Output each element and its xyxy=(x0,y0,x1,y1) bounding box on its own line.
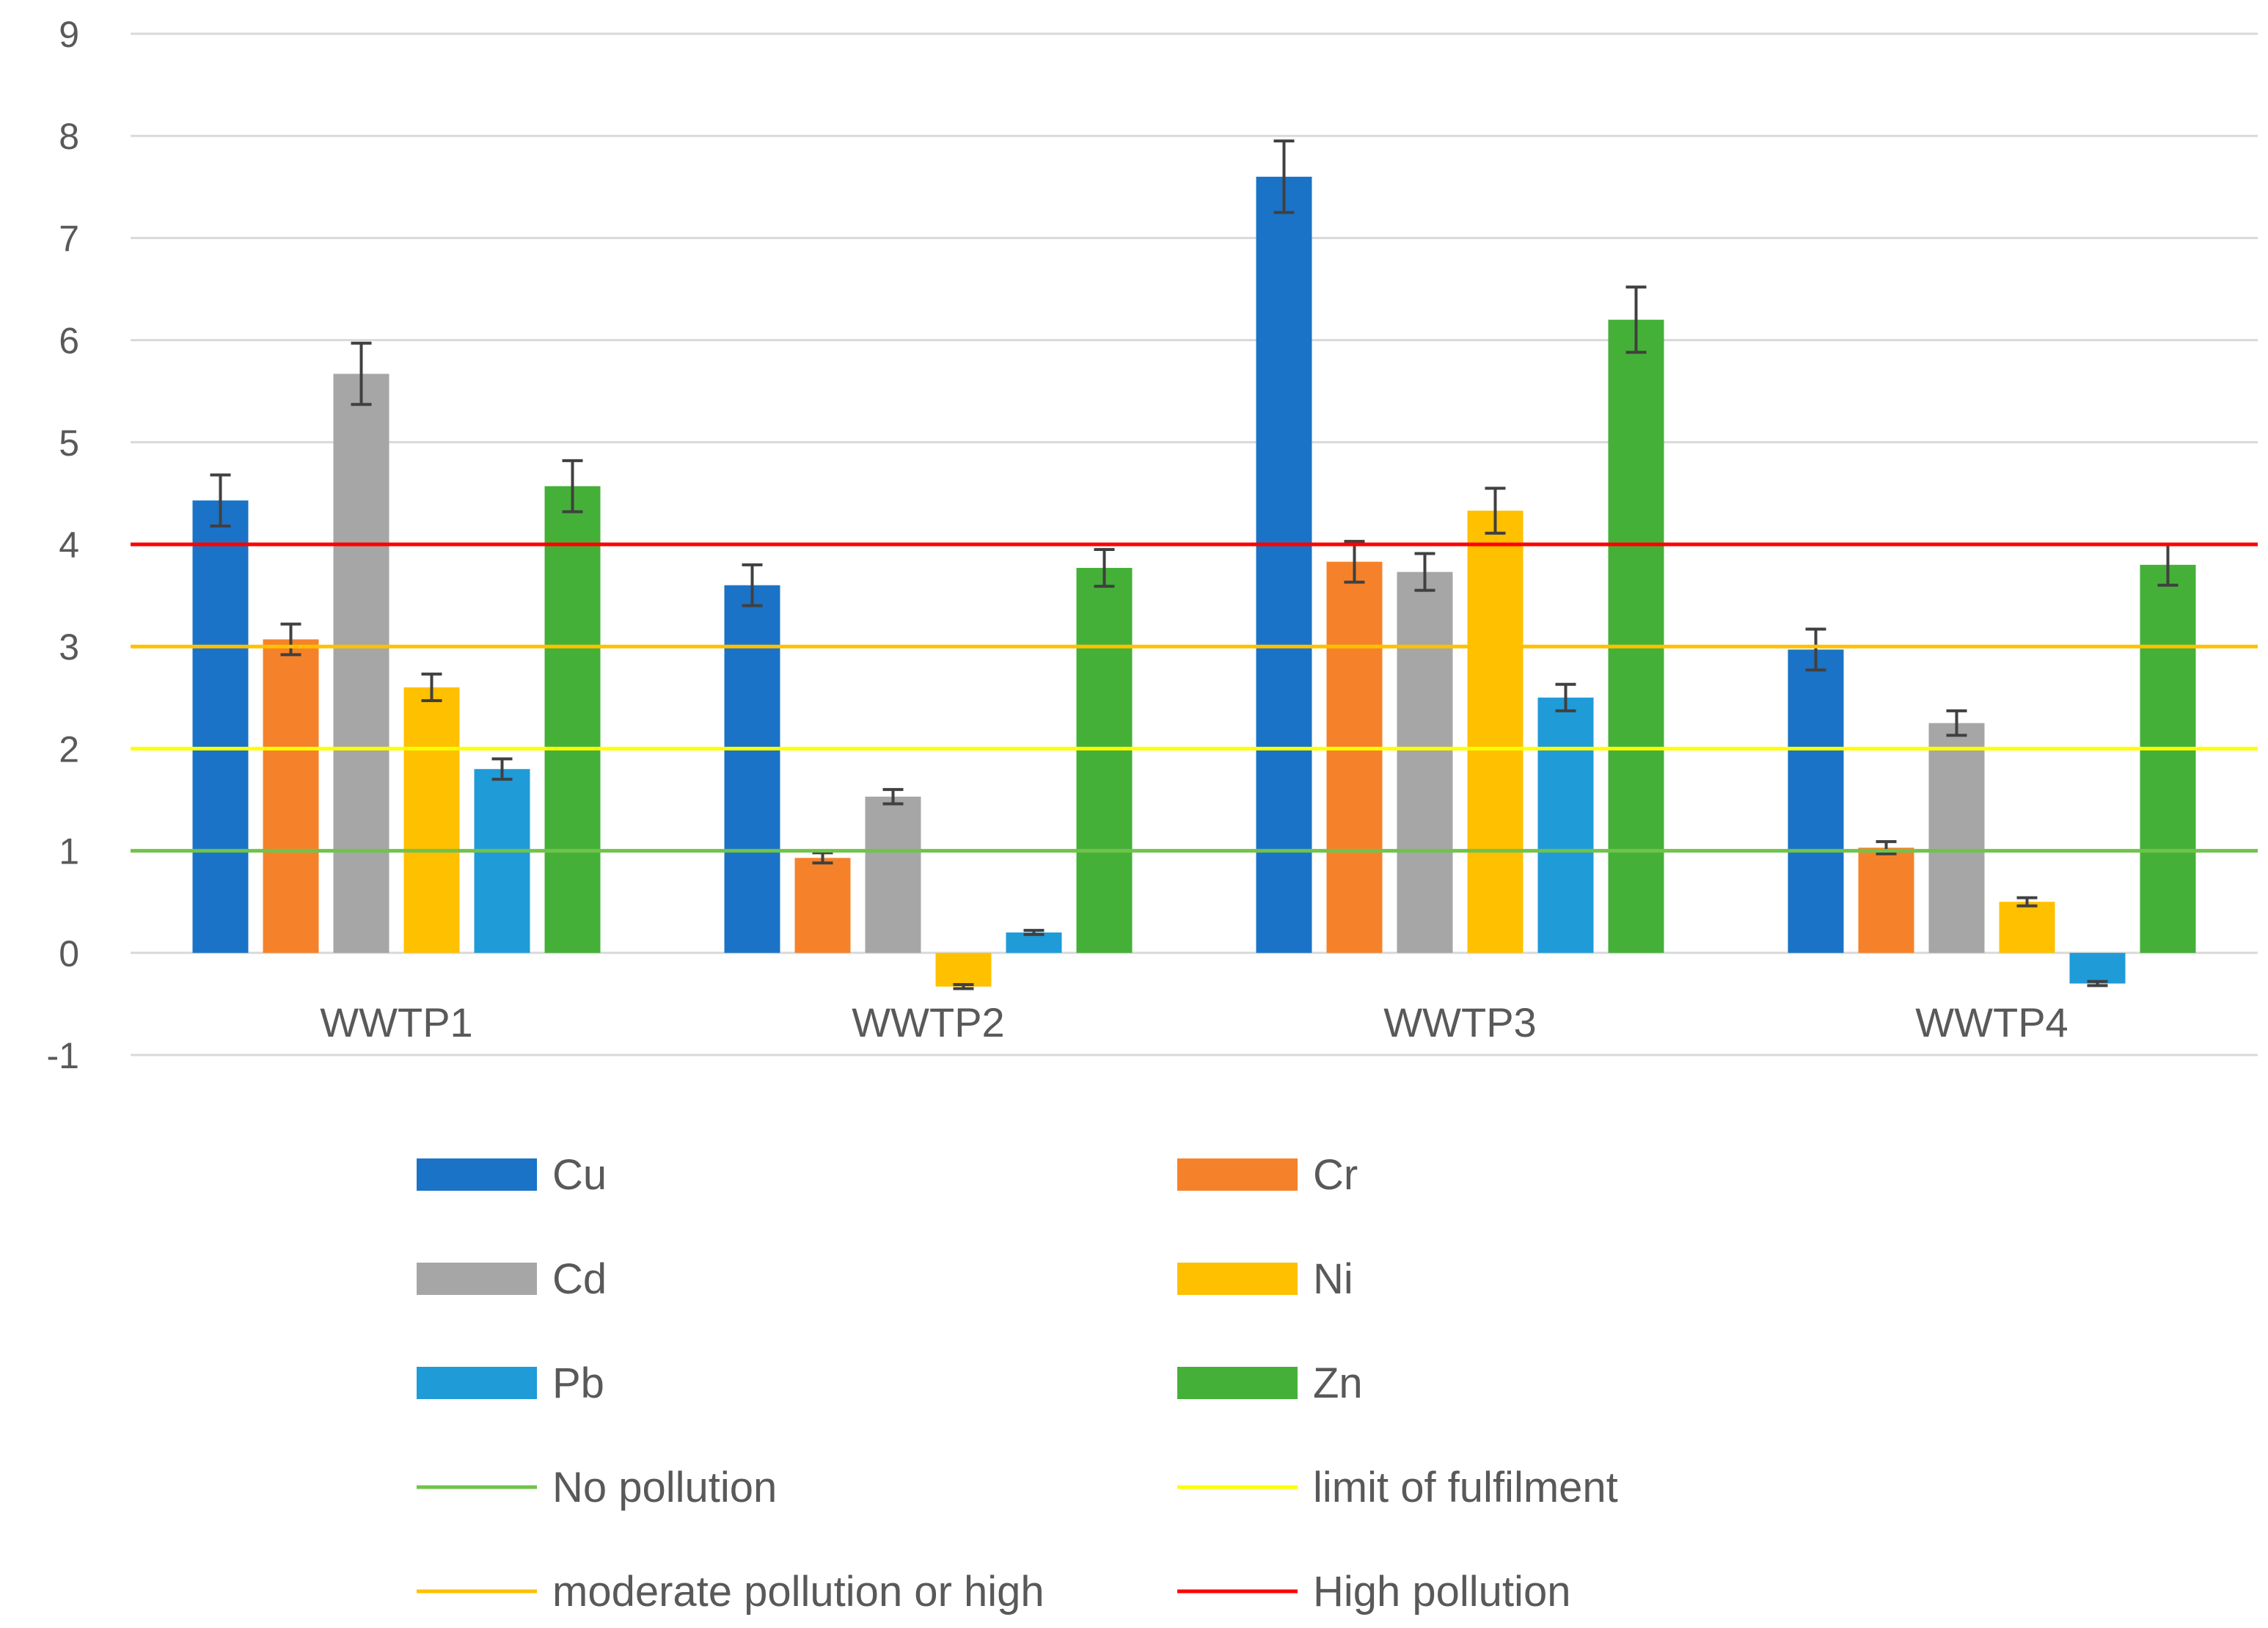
legend-label: Cr xyxy=(1313,1151,1358,1199)
y-tick-label: 0 xyxy=(59,933,79,974)
error-bar-cr-wwtp3 xyxy=(1344,539,1365,584)
legend-label: moderate pollution or high xyxy=(552,1568,1045,1616)
bar-cu-wwtp4 xyxy=(1788,649,1844,953)
legend-label: Zn xyxy=(1313,1359,1363,1407)
reference-lines xyxy=(131,542,2258,853)
bars xyxy=(192,176,2196,987)
y-tick-label: -1 xyxy=(47,1035,79,1076)
x-category-label: WWTP3 xyxy=(1383,999,1536,1045)
error-bar-pb-wwtp1 xyxy=(491,757,513,781)
y-tick-label: 4 xyxy=(59,525,79,566)
y-tick-label: 9 xyxy=(59,14,79,55)
legend-label: Cu xyxy=(552,1151,607,1199)
legend-item-cr: Cr xyxy=(1177,1151,1358,1199)
bar-cr-wwtp3 xyxy=(1326,561,1383,953)
error-bar-ni-wwtp1 xyxy=(421,672,442,702)
bar-ni-wwtp4 xyxy=(1999,902,2055,953)
bar-cu-wwtp1 xyxy=(192,500,249,953)
bar-pb-wwtp1 xyxy=(474,769,530,953)
bar-cr-wwtp2 xyxy=(794,858,851,953)
bar-ni-wwtp3 xyxy=(1467,511,1523,953)
bar-zn-wwtp1 xyxy=(544,486,601,953)
bar-cd-wwtp4 xyxy=(1928,723,1985,953)
y-tick-label: 8 xyxy=(59,116,79,157)
bar-cu-wwtp3 xyxy=(1256,176,1312,953)
error-bars xyxy=(210,139,2179,990)
x-axis-categories: WWTP1 WWTP2 WWTP3 WWTP4 xyxy=(320,999,2068,1045)
error-bar-cd-wwtp3 xyxy=(1414,552,1435,592)
y-tick-label: 7 xyxy=(59,218,79,259)
bar-cd-wwtp3 xyxy=(1397,572,1453,953)
error-bar-cd-wwtp4 xyxy=(1946,709,1967,737)
error-bar-cu-wwtp1 xyxy=(210,473,231,528)
error-bar-pb-wwtp4 xyxy=(2087,979,2108,988)
error-bar-ni-wwtp2 xyxy=(953,982,974,990)
bar-cd-wwtp2 xyxy=(865,796,921,953)
bar-ni-wwtp1 xyxy=(403,687,460,953)
y-tick-label: 1 xyxy=(59,831,79,872)
error-bar-ni-wwtp3 xyxy=(1485,486,1506,535)
legend-item-pb: Pb xyxy=(417,1359,604,1407)
legend-swatch xyxy=(1177,1367,1298,1399)
legend-item-cd: Cd xyxy=(417,1255,607,1303)
y-tick-label: 2 xyxy=(59,729,79,770)
error-bar-pb-wwtp3 xyxy=(1555,682,1576,712)
legend-label: High pollution xyxy=(1313,1568,1570,1616)
legend-swatch xyxy=(1177,1158,1298,1191)
bar-zn-wwtp2 xyxy=(1076,568,1133,953)
legend: Cu Cr Cd Ni Pb Zn No pollution limit of fulfilm… xyxy=(417,1151,1618,1616)
x-category-label: WWTP2 xyxy=(852,999,1004,1045)
legend-label: No pollution xyxy=(552,1464,777,1511)
legend-swatch xyxy=(417,1158,537,1191)
legend-label: Pb xyxy=(552,1359,604,1407)
error-bar-cr-wwtp1 xyxy=(280,622,301,657)
bar-pb-wwtp4 xyxy=(2069,952,2126,984)
bar-pb-wwtp3 xyxy=(1537,697,1594,953)
bar-zn-wwtp4 xyxy=(2140,564,2196,953)
y-tick-label: 5 xyxy=(59,423,79,464)
y-tick-label: 6 xyxy=(59,321,79,362)
legend-item-zn: Zn xyxy=(1177,1359,1363,1407)
legend-item-high-pollution: High pollution xyxy=(1177,1568,1570,1616)
error-bar-cr-wwtp2 xyxy=(812,851,833,865)
legend-item-moderate-pollution-or-high: moderate pollution or high xyxy=(417,1568,1045,1616)
legend-label: limit of fulfilment xyxy=(1313,1464,1618,1511)
legend-label: Ni xyxy=(1313,1255,1353,1303)
error-bar-cu-wwtp4 xyxy=(1805,627,1826,672)
error-bar-zn-wwtp3 xyxy=(1625,285,1647,354)
legend-item-limit-of-fulfilment: limit of fulfilment xyxy=(1177,1464,1618,1511)
bar-cu-wwtp2 xyxy=(724,585,780,953)
error-bar-pb-wwtp2 xyxy=(1023,929,1045,936)
legend-label: Cd xyxy=(552,1255,607,1303)
bar-cd-wwtp1 xyxy=(333,373,389,953)
error-bar-cd-wwtp1 xyxy=(351,341,372,406)
y-tick-label: 3 xyxy=(59,627,79,668)
legend-item-cu: Cu xyxy=(417,1151,607,1199)
error-bar-cu-wwtp2 xyxy=(742,563,763,607)
legend-swatch xyxy=(417,1367,537,1399)
error-bar-cd-wwtp2 xyxy=(882,788,904,806)
legend-item-no-pollution: No pollution xyxy=(417,1464,777,1511)
bar-cr-wwtp1 xyxy=(263,639,319,953)
legend-item-ni: Ni xyxy=(1177,1255,1353,1303)
error-bar-zn-wwtp1 xyxy=(562,459,583,514)
error-bar-ni-wwtp4 xyxy=(2016,896,2038,908)
legend-swatch xyxy=(417,1263,537,1295)
error-bar-zn-wwtp2 xyxy=(1094,547,1115,588)
x-category-label: WWTP1 xyxy=(320,999,472,1045)
bar-zn-wwtp3 xyxy=(1608,319,1664,953)
bar-cr-wwtp4 xyxy=(1858,847,1914,953)
y-axis-ticks: -1 0 1 2 3 4 5 6 7 8 9 xyxy=(47,14,79,1076)
bar-ni-wwtp2 xyxy=(935,952,992,987)
error-bar-cu-wwtp3 xyxy=(1273,139,1295,214)
legend-swatch xyxy=(1177,1263,1298,1295)
x-category-label: WWTP4 xyxy=(1915,999,2068,1045)
